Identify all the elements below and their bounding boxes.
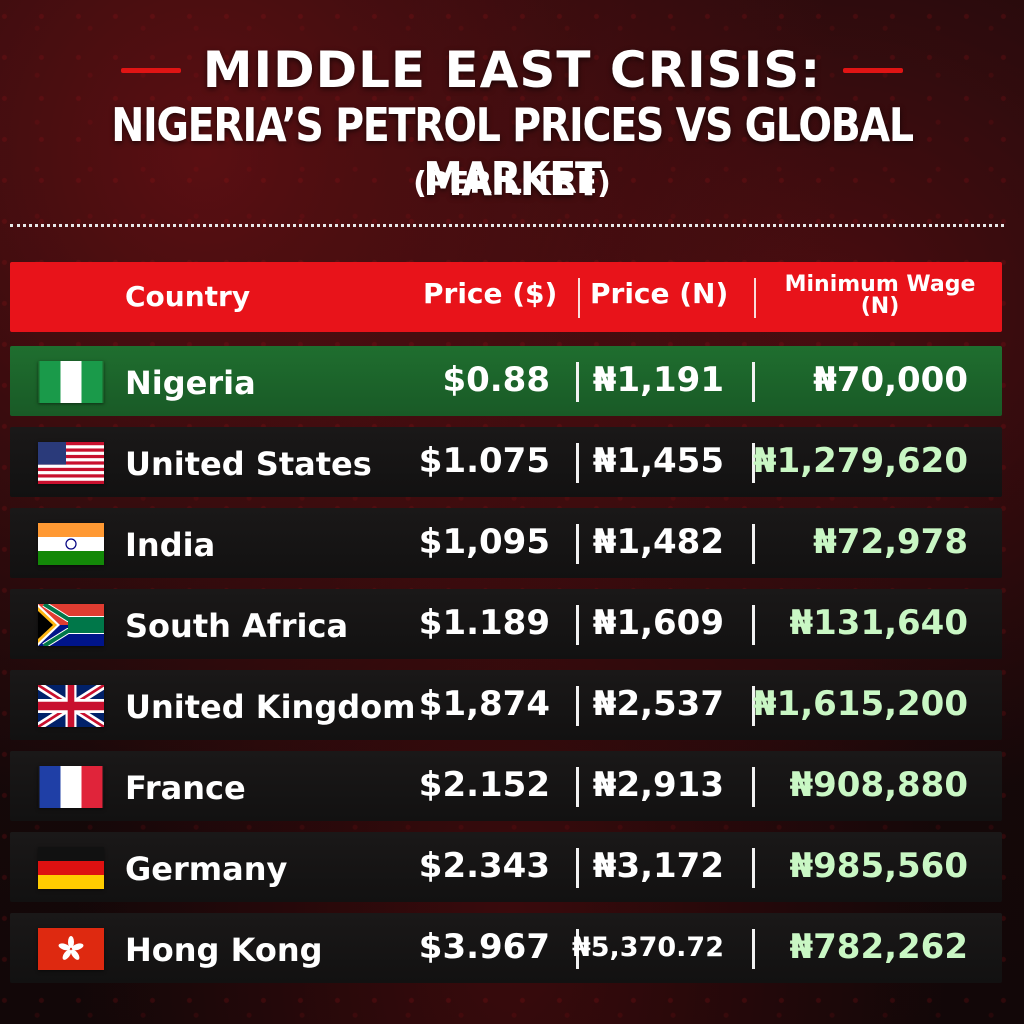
minimum-wage: ₦908,880 [789,765,968,805]
subtitle: (PER LITRE) [413,166,611,201]
header: MIDDLE EAST CRISIS: NIGERIA’S PETROL PRI… [0,0,1024,232]
table-row-germany: Germany $2.343 ₦3,172 ₦985,560 [10,832,1002,902]
price-ngn: ₦1,609 [592,603,724,643]
column-header-min-wage: Minimum Wage (N) [784,272,976,319]
column-header-country: Country [125,280,251,313]
table-row-france: France $2.152 ₦2,913 ₦908,880 [10,751,1002,821]
price-ngn: ₦2,913 [592,765,724,805]
country-name: Nigeria [125,364,256,402]
minimum-wage: ₦72,978 [813,522,968,562]
column-separator [576,524,579,564]
price-usd: $2.343 [418,846,550,886]
table-row-hong-kong: Hong Kong $3.967 ₦5,370.72 ₦782,262 [10,913,1002,983]
column-separator [752,929,755,969]
usa-flag-icon [38,442,104,484]
price-ngn: ₦5,370.72 [571,932,724,963]
minimum-wage: ₦1,279,620 [752,441,968,481]
table-header: Country Price ($) Price (N) Minimum Wage… [10,262,1002,332]
country-name: Hong Kong [125,931,323,969]
left-red-dash [120,67,181,73]
price-ngn: ₦2,537 [592,684,724,724]
country-name: United States [125,445,372,483]
column-separator [752,362,755,402]
table-row-united-states: United States $1.075 ₦1,455 ₦1,279,620 [10,427,1002,497]
dotted-divider [10,224,1004,227]
table-row-south-africa: South Africa $1.189 ₦1,609 ₦131,640 [10,589,1002,659]
column-separator [576,443,579,483]
country-name: India [125,526,216,564]
table-row-united-kingdom: United Kingdom $1,874 ₦2,537 ₦1,615,200 [10,670,1002,740]
column-separator [576,767,579,807]
nigeria-flag-icon [38,361,104,403]
minimum-wage: ₦70,000 [813,360,968,400]
price-usd: $1,874 [418,684,550,724]
india-flag-icon [38,523,104,565]
price-usd: $1,095 [418,522,550,562]
minimum-wage: ₦782,262 [789,927,968,967]
column-header-price-usd: Price ($) [423,277,558,310]
price-ngn: ₦3,172 [592,846,724,886]
column-separator [576,929,579,969]
column-separator [752,443,755,483]
minimum-wage: ₦131,640 [789,603,968,643]
title-line2: NIGERIA’S PETROL PRICES VS GLOBAL MARKET [111,98,914,206]
germany-flag-icon [38,847,104,889]
france-flag-icon [38,766,104,808]
right-red-dash [843,67,904,73]
column-header-price-ngn: Price (N) [590,277,729,310]
country-name: France [125,769,246,807]
hong-kong-flag-icon [38,928,104,970]
price-usd: $3.967 [418,927,550,967]
column-separator [752,605,755,645]
column-separator [752,686,755,726]
price-usd: $1.075 [418,441,550,481]
column-separator [576,686,579,726]
column-separator [576,605,579,645]
country-name: South Africa [125,607,349,645]
price-usd: $2.152 [418,765,550,805]
price-ngn: ₦1,482 [592,522,724,562]
column-separator [752,848,755,888]
south-africa-flag-icon [38,604,104,646]
header-separator [578,278,580,318]
title-line1: MIDDLE EAST CRISIS: [202,41,822,99]
price-ngn: ₦1,191 [592,360,724,400]
column-separator [752,767,755,807]
price-usd: $0.88 [442,360,550,400]
country-name: United Kingdom [125,688,416,726]
title-line: MIDDLE EAST CRISIS: [0,41,1024,99]
country-name: Germany [125,850,288,888]
column-separator [752,524,755,564]
column-separator [576,362,579,402]
uk-flag-icon [38,685,104,727]
table-row-nigeria: Nigeria $0.88 ₦1,191 ₦70,000 [10,346,1002,416]
table-row-india: India $1,095 ₦1,482 ₦72,978 [10,508,1002,578]
price-usd: $1.189 [418,603,550,643]
column-separator [576,848,579,888]
minimum-wage: ₦1,615,200 [752,684,968,724]
price-ngn: ₦1,455 [592,441,724,481]
header-separator [754,278,756,318]
minimum-wage: ₦985,560 [789,846,968,886]
